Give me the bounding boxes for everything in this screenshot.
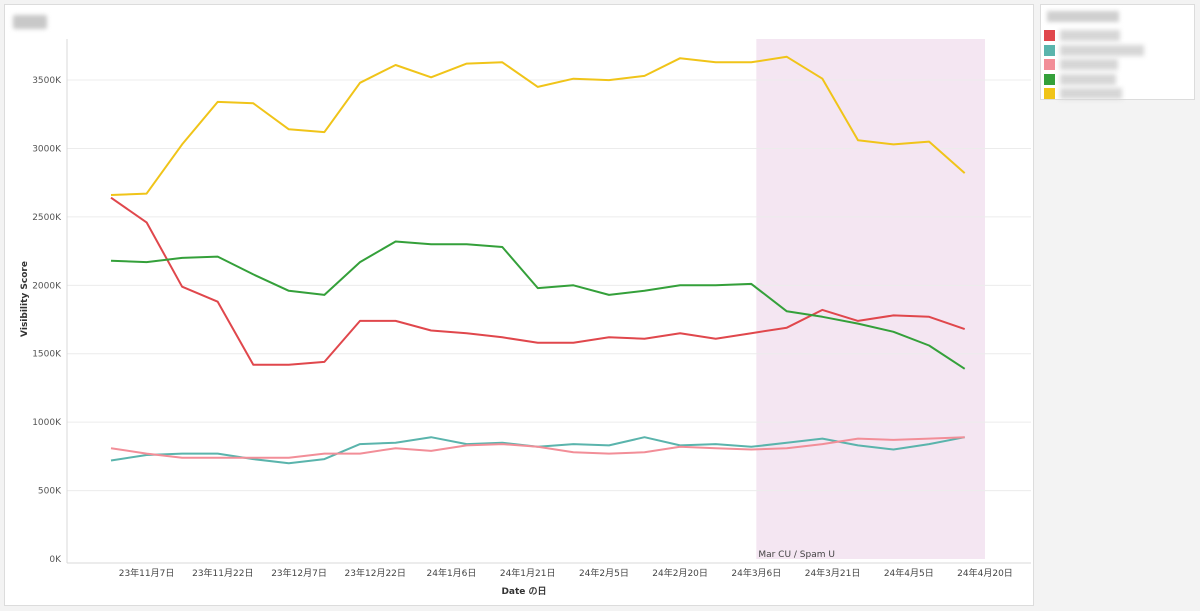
chart-panel: Mar CU / Spam U 0K 500K 1000K 1500K 2000K 2500… (4, 4, 1034, 606)
series-line-1 (110, 196, 966, 366)
y-tick-label: 1000K (32, 418, 62, 428)
y-tick-label: 2500K (32, 213, 62, 223)
y-tick-label: 0K (49, 555, 62, 565)
x-tick-label: 24年2月5日 (579, 567, 629, 579)
legend-item[interactable] (1044, 44, 1194, 57)
series-line-4 (110, 240, 966, 370)
legend-label-redacted (1060, 88, 1122, 99)
legend-label-redacted (1060, 44, 1144, 56)
x-tick-label: 24年4月5日 (884, 567, 934, 579)
series-line-3 (110, 436, 965, 459)
y-tick-label: 500K (38, 487, 62, 497)
legend-item[interactable] (1044, 87, 1194, 100)
legend-swatch (1044, 59, 1055, 70)
legend-swatch (1044, 44, 1055, 56)
legend-swatch (1044, 30, 1055, 41)
x-tick-label: 24年1月6日 (427, 567, 477, 579)
legend-label-redacted (1060, 73, 1116, 85)
x-tick-label: 24年4月20日 (957, 567, 1013, 579)
x-tick-label: 23年12月22日 (345, 567, 406, 579)
annotation-label: Mar CU / Spam U (758, 550, 835, 560)
x-tick-label: 24年1月21日 (500, 567, 556, 579)
line-chart: Mar CU / Spam U 0K 500K 1000K 1500K 2000K 2500… (20, 39, 1031, 597)
y-tick-label: 3000K (32, 144, 62, 154)
x-tick-label: 23年12月7日 (271, 567, 327, 579)
series-line-5 (110, 55, 966, 196)
legend-swatch (1044, 73, 1055, 85)
legend-label-redacted (1060, 30, 1120, 41)
x-tick-label: 24年3月6日 (731, 567, 781, 579)
chart-title-redacted (13, 15, 47, 29)
x-axis-title: Date の日 (501, 586, 546, 597)
legend-title-redacted (1047, 11, 1119, 22)
legend-label-redacted (1060, 59, 1118, 70)
legend-item[interactable] (1044, 73, 1194, 86)
y-tick-label: 3500K (32, 76, 62, 86)
legend-panel (1040, 4, 1195, 100)
y-tick-label: 1500K (32, 350, 62, 360)
y-tick-label: 2000K (32, 281, 62, 291)
x-tick-label: 23年11月7日 (119, 567, 175, 579)
x-tick-label: 24年3月21日 (805, 567, 861, 579)
legend-item[interactable] (1044, 58, 1194, 71)
x-tick-label: 23年11月22日 (192, 567, 253, 579)
annotation-band (756, 39, 985, 559)
y-axis-title: Visibility Score (20, 261, 30, 337)
legend-swatch (1044, 88, 1055, 99)
legend-item[interactable] (1044, 29, 1194, 42)
x-tick-label: 24年2月20日 (652, 567, 708, 579)
